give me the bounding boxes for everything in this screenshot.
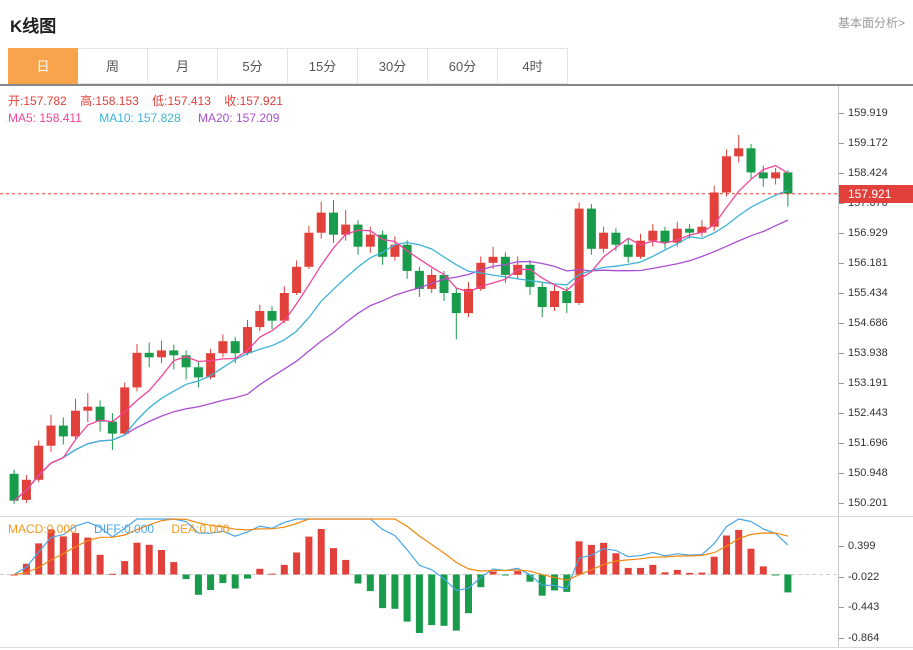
ma5-label: MA5: [8, 111, 37, 125]
y-axis-label: 150.948 [839, 466, 913, 480]
macd-axis-labels: 0.399 -0.022 -0.443 -0.864 [839, 539, 913, 645]
y-axis-label: 156.929 [839, 226, 913, 240]
macd-axis-label: -0.022 [839, 570, 913, 584]
ma20-label: MA20: [197, 111, 233, 125]
high-value: 158.153 [95, 94, 139, 108]
macd-panel: MACD:0.000 DIFF:0.000 DEA:0.000 0.399 -0… [0, 516, 913, 648]
dea-value: 0.000 [199, 522, 230, 536]
y-axis-label: 154.686 [839, 316, 913, 330]
main-chart-canvas[interactable] [0, 86, 838, 516]
tab-5min[interactable]: 5分 [218, 48, 288, 84]
diff-value: 0.000 [124, 522, 155, 536]
close-value: 157.921 [239, 94, 283, 108]
macd-axis-label: -0.864 [839, 631, 913, 645]
macd-label: MACD: [8, 522, 47, 536]
y-axis-label: 153.191 [839, 376, 913, 390]
dea-label: DEA: [171, 522, 200, 536]
tab-30min[interactable]: 30分 [358, 48, 428, 84]
macd-axis: 0.399 -0.022 -0.443 -0.864 [838, 517, 913, 647]
y-axis-label: 152.443 [839, 406, 913, 420]
low-value: 157.413 [167, 94, 211, 108]
ma20-line [13, 219, 789, 502]
tab-day[interactable]: 日 [8, 48, 78, 84]
low-label: 低: [152, 94, 168, 108]
fundamental-analysis-link[interactable]: 基本面分析> [837, 16, 905, 30]
y-axis-label: 159.172 [839, 136, 913, 150]
tab-month[interactable]: 月 [148, 48, 218, 84]
price-axis-labels: 159.919 159.172 158.424 157.676 156.929 … [839, 106, 913, 510]
y-axis-label: 159.919 [839, 106, 913, 120]
ma20-value: 157.209 [236, 111, 280, 125]
open-value: 157.782 [23, 94, 67, 108]
ma5-line [13, 164, 789, 502]
tab-60min[interactable]: 60分 [428, 48, 498, 84]
macd-histogram [10, 529, 792, 633]
ma-readout: MA5: 158.411 MA10: 157.828 MA20: 157.209 [8, 111, 293, 125]
macd-axis-label: 0.399 [839, 539, 913, 553]
high-label: 高: [80, 94, 96, 108]
diff-line [13, 518, 789, 592]
ma5-value: 158.411 [39, 111, 82, 125]
page-header: K线图 基本面分析> [0, 0, 913, 48]
tab-4hour[interactable]: 4时 [498, 48, 568, 84]
macd-axis-label: -0.443 [839, 600, 913, 614]
y-axis-label: 158.424 [839, 166, 913, 180]
ma10-line [13, 189, 789, 502]
diff-label: DIFF: [94, 522, 125, 536]
chart-area: 开:157.782 高:158.153 低:157.413 收:157.921 … [0, 86, 913, 648]
open-label: 开: [8, 94, 24, 108]
dea-line [14, 518, 789, 581]
page-title: K线图 [10, 17, 57, 36]
tab-week[interactable]: 周 [78, 48, 148, 84]
y-axis-label: 155.434 [839, 286, 913, 300]
macd-value: 0.000 [46, 522, 77, 536]
price-axis: 159.919 159.172 158.424 157.676 156.929 … [838, 86, 913, 516]
macd-chart-canvas[interactable] [0, 517, 838, 647]
tab-15min[interactable]: 15分 [288, 48, 358, 84]
y-axis-label: 150.201 [839, 496, 913, 510]
ma10-label: MA10: [99, 111, 134, 125]
candles-layer [9, 135, 793, 504]
y-axis-label: 153.938 [839, 346, 913, 360]
y-axis-label: 156.181 [839, 256, 913, 270]
ma10-value: 157.828 [137, 111, 181, 125]
close-label: 收: [224, 94, 240, 108]
ohlc-readout: 开:157.782 高:158.153 低:157.413 收:157.921 [8, 92, 293, 109]
macd-readout: MACD:0.000 DIFF:0.000 DEA:0.000 [8, 522, 243, 536]
y-axis-label: 151.696 [839, 436, 913, 450]
candlestick-panel: 开:157.782 高:158.153 低:157.413 收:157.921 … [0, 86, 913, 516]
timeframe-tabs: 日 周 月 5分 15分 30分 60分 4时 [0, 48, 913, 86]
current-price-tag: 157.921 [839, 184, 913, 203]
